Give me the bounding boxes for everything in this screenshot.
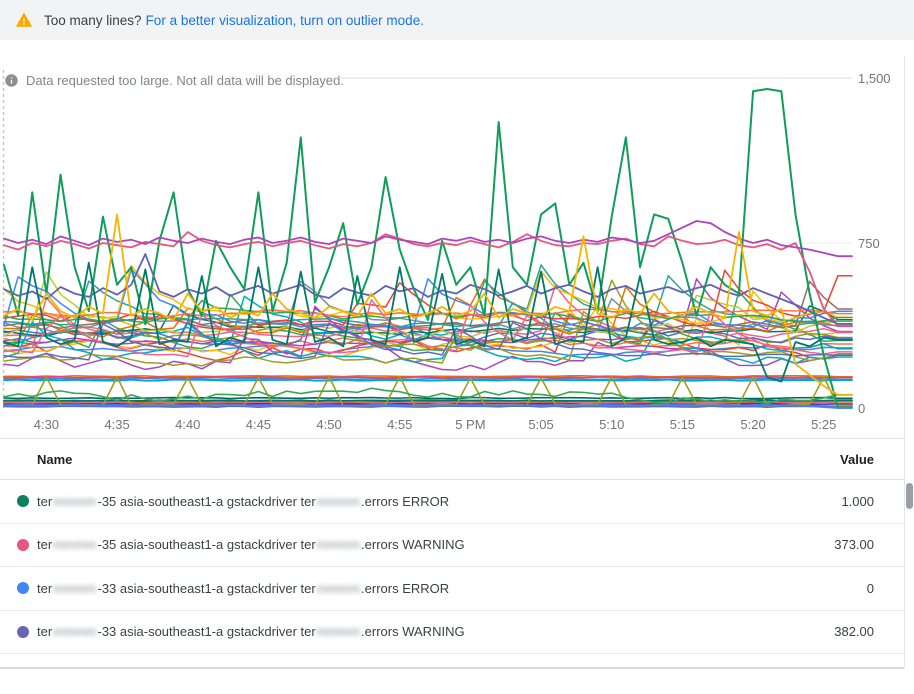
timeseries-chart[interactable] xyxy=(0,0,914,440)
series-color-dot xyxy=(17,582,29,595)
legend-row[interactable]: termmmm-33 asia-southeast1-a gstackdrive… xyxy=(0,611,904,654)
legend-header-value: Value xyxy=(840,451,874,467)
legend-row[interactable]: termmmm-35 asia-southeast1-a gstackdrive… xyxy=(0,480,904,524)
x-tick-label: 5 PM xyxy=(455,417,486,432)
series-color-dot xyxy=(17,495,29,508)
y-tick-0: 0 xyxy=(858,401,866,416)
redacted-text: mmmm xyxy=(53,624,97,640)
info-icon xyxy=(5,74,18,87)
legend-header-name: Name xyxy=(37,451,73,467)
series-name: termmmm-35 asia-southeast1-a gstackdrive… xyxy=(37,493,450,509)
series-name: termmmm-33 asia-southeast1-a gstackdrive… xyxy=(37,624,465,640)
y-tick-1500: 1,500 xyxy=(858,71,891,86)
x-tick-label: 4:55 xyxy=(387,417,413,432)
legend-table: Name Value termmmm-35 asia-southeast1-a … xyxy=(0,438,904,669)
data-truncated-notice: Data requested too large. Not all data w… xyxy=(4,73,344,88)
series-value: 0 xyxy=(866,580,874,596)
redacted-text: mmmm xyxy=(53,580,97,596)
outlier-mode-link[interactable]: For a better visualization, turn on outl… xyxy=(145,12,424,28)
x-tick-label: 4:45 xyxy=(245,417,272,432)
warning-icon xyxy=(15,12,33,27)
series-name: termmmm-33 asia-southeast1-a gstackdrive… xyxy=(37,580,450,596)
too-many-lines-banner: Too many lines? For a better visualizati… xyxy=(0,0,914,40)
series-value: 1.000 xyxy=(841,493,874,509)
x-tick-label: 4:35 xyxy=(104,417,130,432)
x-tick-label: 5:05 xyxy=(528,417,554,432)
panel-divider xyxy=(904,56,905,668)
x-tick-label: 4:30 xyxy=(33,417,60,432)
redacted-text: mmmm xyxy=(316,493,361,509)
series-color-dot xyxy=(17,625,29,638)
vertical-scrollbar-thumb[interactable] xyxy=(906,483,913,509)
redacted-text: mmmm xyxy=(316,580,361,596)
x-tick-label: 4:50 xyxy=(316,417,342,432)
legend-row-partial[interactable] xyxy=(0,654,904,669)
series-color-dot xyxy=(17,538,29,551)
x-tick-label: 5:25 xyxy=(811,417,837,432)
legend-row[interactable]: termmmm-35 asia-southeast1-a gstackdrive… xyxy=(0,524,904,567)
series-value: 373.00 xyxy=(834,537,874,553)
redacted-text: mmmm xyxy=(53,537,97,553)
y-tick-750: 750 xyxy=(858,236,880,251)
redacted-text: mmmm xyxy=(316,537,361,553)
x-tick-label: 5:10 xyxy=(599,417,625,432)
banner-text: Too many lines? xyxy=(44,12,142,28)
series-value: 382.00 xyxy=(834,624,874,640)
redacted-text: mmmm xyxy=(316,624,361,640)
redacted-text: mmmm xyxy=(53,493,97,509)
notice-text: Data requested too large. Not all data w… xyxy=(26,73,344,88)
legend-row[interactable]: termmmm-33 asia-southeast1-a gstackdrive… xyxy=(0,567,904,611)
x-tick-label: 4:40 xyxy=(175,417,201,432)
legend-header-row: Name Value xyxy=(0,439,904,480)
x-tick-label: 5:20 xyxy=(740,417,766,432)
series-name: termmmm-35 asia-southeast1-a gstackdrive… xyxy=(37,537,465,553)
x-tick-label: 5:15 xyxy=(669,417,696,432)
